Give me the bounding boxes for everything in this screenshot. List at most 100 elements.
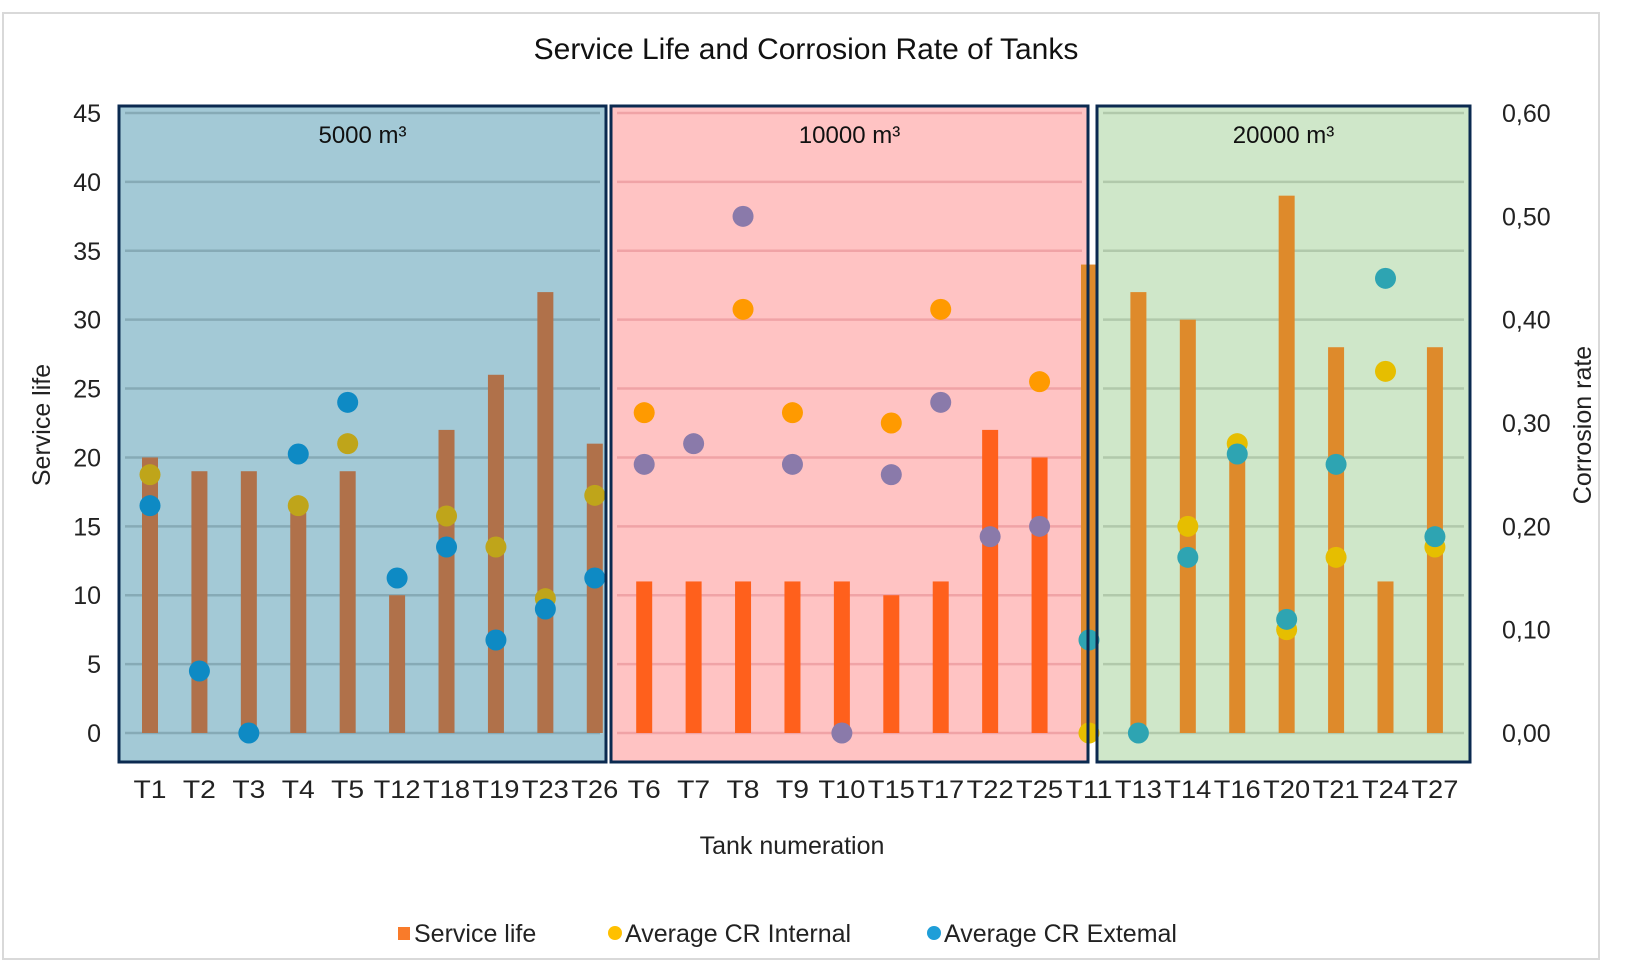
y2-tick-label: 0,20 [1502, 513, 1551, 541]
internal-cr-point-T1 [139, 464, 161, 486]
bar-T9 [784, 581, 801, 733]
region-label: 10000 m³ [799, 122, 900, 149]
bar-T22 [982, 429, 999, 733]
y2-tick-label: 0,50 [1502, 203, 1551, 231]
bar-T7 [685, 581, 702, 733]
x-tick-label: T18 [423, 776, 470, 804]
legend-label: Service life [414, 920, 536, 948]
y2-tick-label: 0,10 [1502, 617, 1551, 645]
external-cr-point-T16 [1226, 443, 1248, 465]
bar-T1 [142, 457, 158, 733]
bar-T23 [537, 292, 554, 733]
x-tick-label: T21 [1313, 776, 1360, 804]
y-axis-right: 0,00 0,10 0,20 0,30 0,40 0,50 0,60 [1502, 100, 1551, 748]
bar-T5 [339, 471, 356, 733]
external-cr-point-T27 [1424, 526, 1446, 548]
x-tick-label: T27 [1411, 776, 1458, 804]
y2-tick-label: 0,00 [1502, 720, 1551, 748]
y2-axis-title: Corrosion rate [1569, 346, 1597, 504]
internal-cr-point-T21 [1325, 546, 1347, 568]
y-tick-label: 20 [73, 444, 101, 472]
bar-T25 [1031, 457, 1048, 733]
region-0-border [117, 104, 608, 764]
x-tick-label: T1 [134, 776, 167, 804]
x-tick-label: T24 [1362, 776, 1409, 804]
x-tick-label: T12 [374, 776, 421, 804]
x-tick-label: T8 [727, 776, 760, 804]
internal-cr-point-T6 [633, 402, 655, 424]
external-cr-point-T9 [781, 453, 803, 475]
x-tick-label: T19 [472, 776, 519, 804]
internal-cr-point-T8 [732, 298, 754, 320]
y2-tick-label: 0,30 [1502, 410, 1551, 438]
x-tick-label: T6 [628, 776, 661, 804]
internal-cr-point-T9 [781, 402, 803, 424]
x-tick-label: T20 [1263, 776, 1310, 804]
internal-cr-point-T15 [880, 412, 902, 434]
external-cr-point-T5 [337, 391, 359, 413]
external-cr-point-T23 [534, 598, 556, 620]
region-2-border [1095, 104, 1472, 764]
x-tick-label: T9 [776, 776, 809, 804]
x-tick-label: T10 [818, 776, 865, 804]
y-tick-label: 15 [73, 513, 101, 541]
y-tick-label: 30 [73, 307, 101, 335]
internal-cr-point-T18 [436, 505, 458, 527]
region-label: 5000 m³ [318, 122, 406, 149]
bar-T10 [833, 581, 850, 733]
external-cr-point-T3 [238, 722, 260, 744]
bar-series [142, 195, 1443, 733]
legend-label: Average CR Extemal [944, 920, 1177, 948]
y-tick-label: 5 [87, 651, 101, 679]
point-series [139, 205, 1446, 744]
x-tick-label: T13 [1115, 776, 1162, 804]
legend: Service life Average CR Internal Average C… [398, 920, 1177, 948]
external-cr-point-T1 [139, 495, 161, 517]
external-cr-point-T10 [831, 722, 853, 744]
external-cr-point-T24 [1375, 267, 1396, 289]
y-axis-left: 0 5 10 15 20 25 30 35 40 45 [73, 100, 101, 748]
external-cr-point-T19 [485, 629, 507, 651]
legend-marker-square [398, 927, 410, 940]
x-tick-label: T17 [917, 776, 964, 804]
chart-title: Service Life and Corrosion Rate of Tanks [534, 33, 1079, 66]
region-label: 20000 m³ [1233, 122, 1334, 149]
legend-marker-dot [608, 926, 622, 940]
external-cr-point-T8 [732, 205, 754, 227]
bar-T12 [389, 595, 406, 733]
y-tick-label: 10 [73, 582, 101, 610]
x-tick-label: T14 [1164, 776, 1211, 804]
internal-cr-point-T26 [584, 484, 606, 506]
external-cr-point-T26 [584, 567, 606, 589]
y2-tick-label: 0,40 [1502, 307, 1551, 335]
region-1-border [609, 104, 1090, 764]
y-tick-label: 40 [73, 169, 101, 197]
bar-T4 [290, 512, 307, 733]
external-cr-point-T15 [880, 464, 902, 486]
external-cr-point-T18 [436, 536, 458, 558]
x-tick-label: T26 [571, 776, 618, 804]
x-tick-label: T25 [1016, 776, 1063, 804]
external-cr-point-T4 [287, 443, 309, 465]
external-cr-point-T22 [979, 526, 1001, 548]
x-tick-label: T5 [331, 776, 364, 804]
x-tick-label: T23 [522, 776, 569, 804]
bar-T20 [1278, 195, 1295, 733]
external-cr-point-T12 [386, 567, 408, 589]
bar-T2 [191, 471, 208, 733]
internal-cr-point-T5 [337, 433, 359, 455]
external-cr-point-T13 [1127, 722, 1149, 744]
y-tick-label: 45 [73, 100, 101, 128]
external-cr-point-T25 [1029, 515, 1051, 537]
external-cr-point-T6 [633, 453, 655, 475]
y2-tick-label: 0,60 [1502, 100, 1551, 128]
legend-label: Average CR Internal [625, 920, 851, 948]
region-borders: 5000 m³ 10000 m³ 20000 m³ [117, 104, 1472, 764]
bar-T17 [932, 581, 949, 733]
y-tick-label: 25 [73, 376, 101, 404]
external-cr-point-T14 [1177, 546, 1199, 568]
y-axis-title: Service life [28, 364, 56, 486]
bar-T21 [1328, 347, 1345, 733]
x-tick-label: T4 [282, 776, 315, 804]
x-tick-label: T15 [868, 776, 915, 804]
